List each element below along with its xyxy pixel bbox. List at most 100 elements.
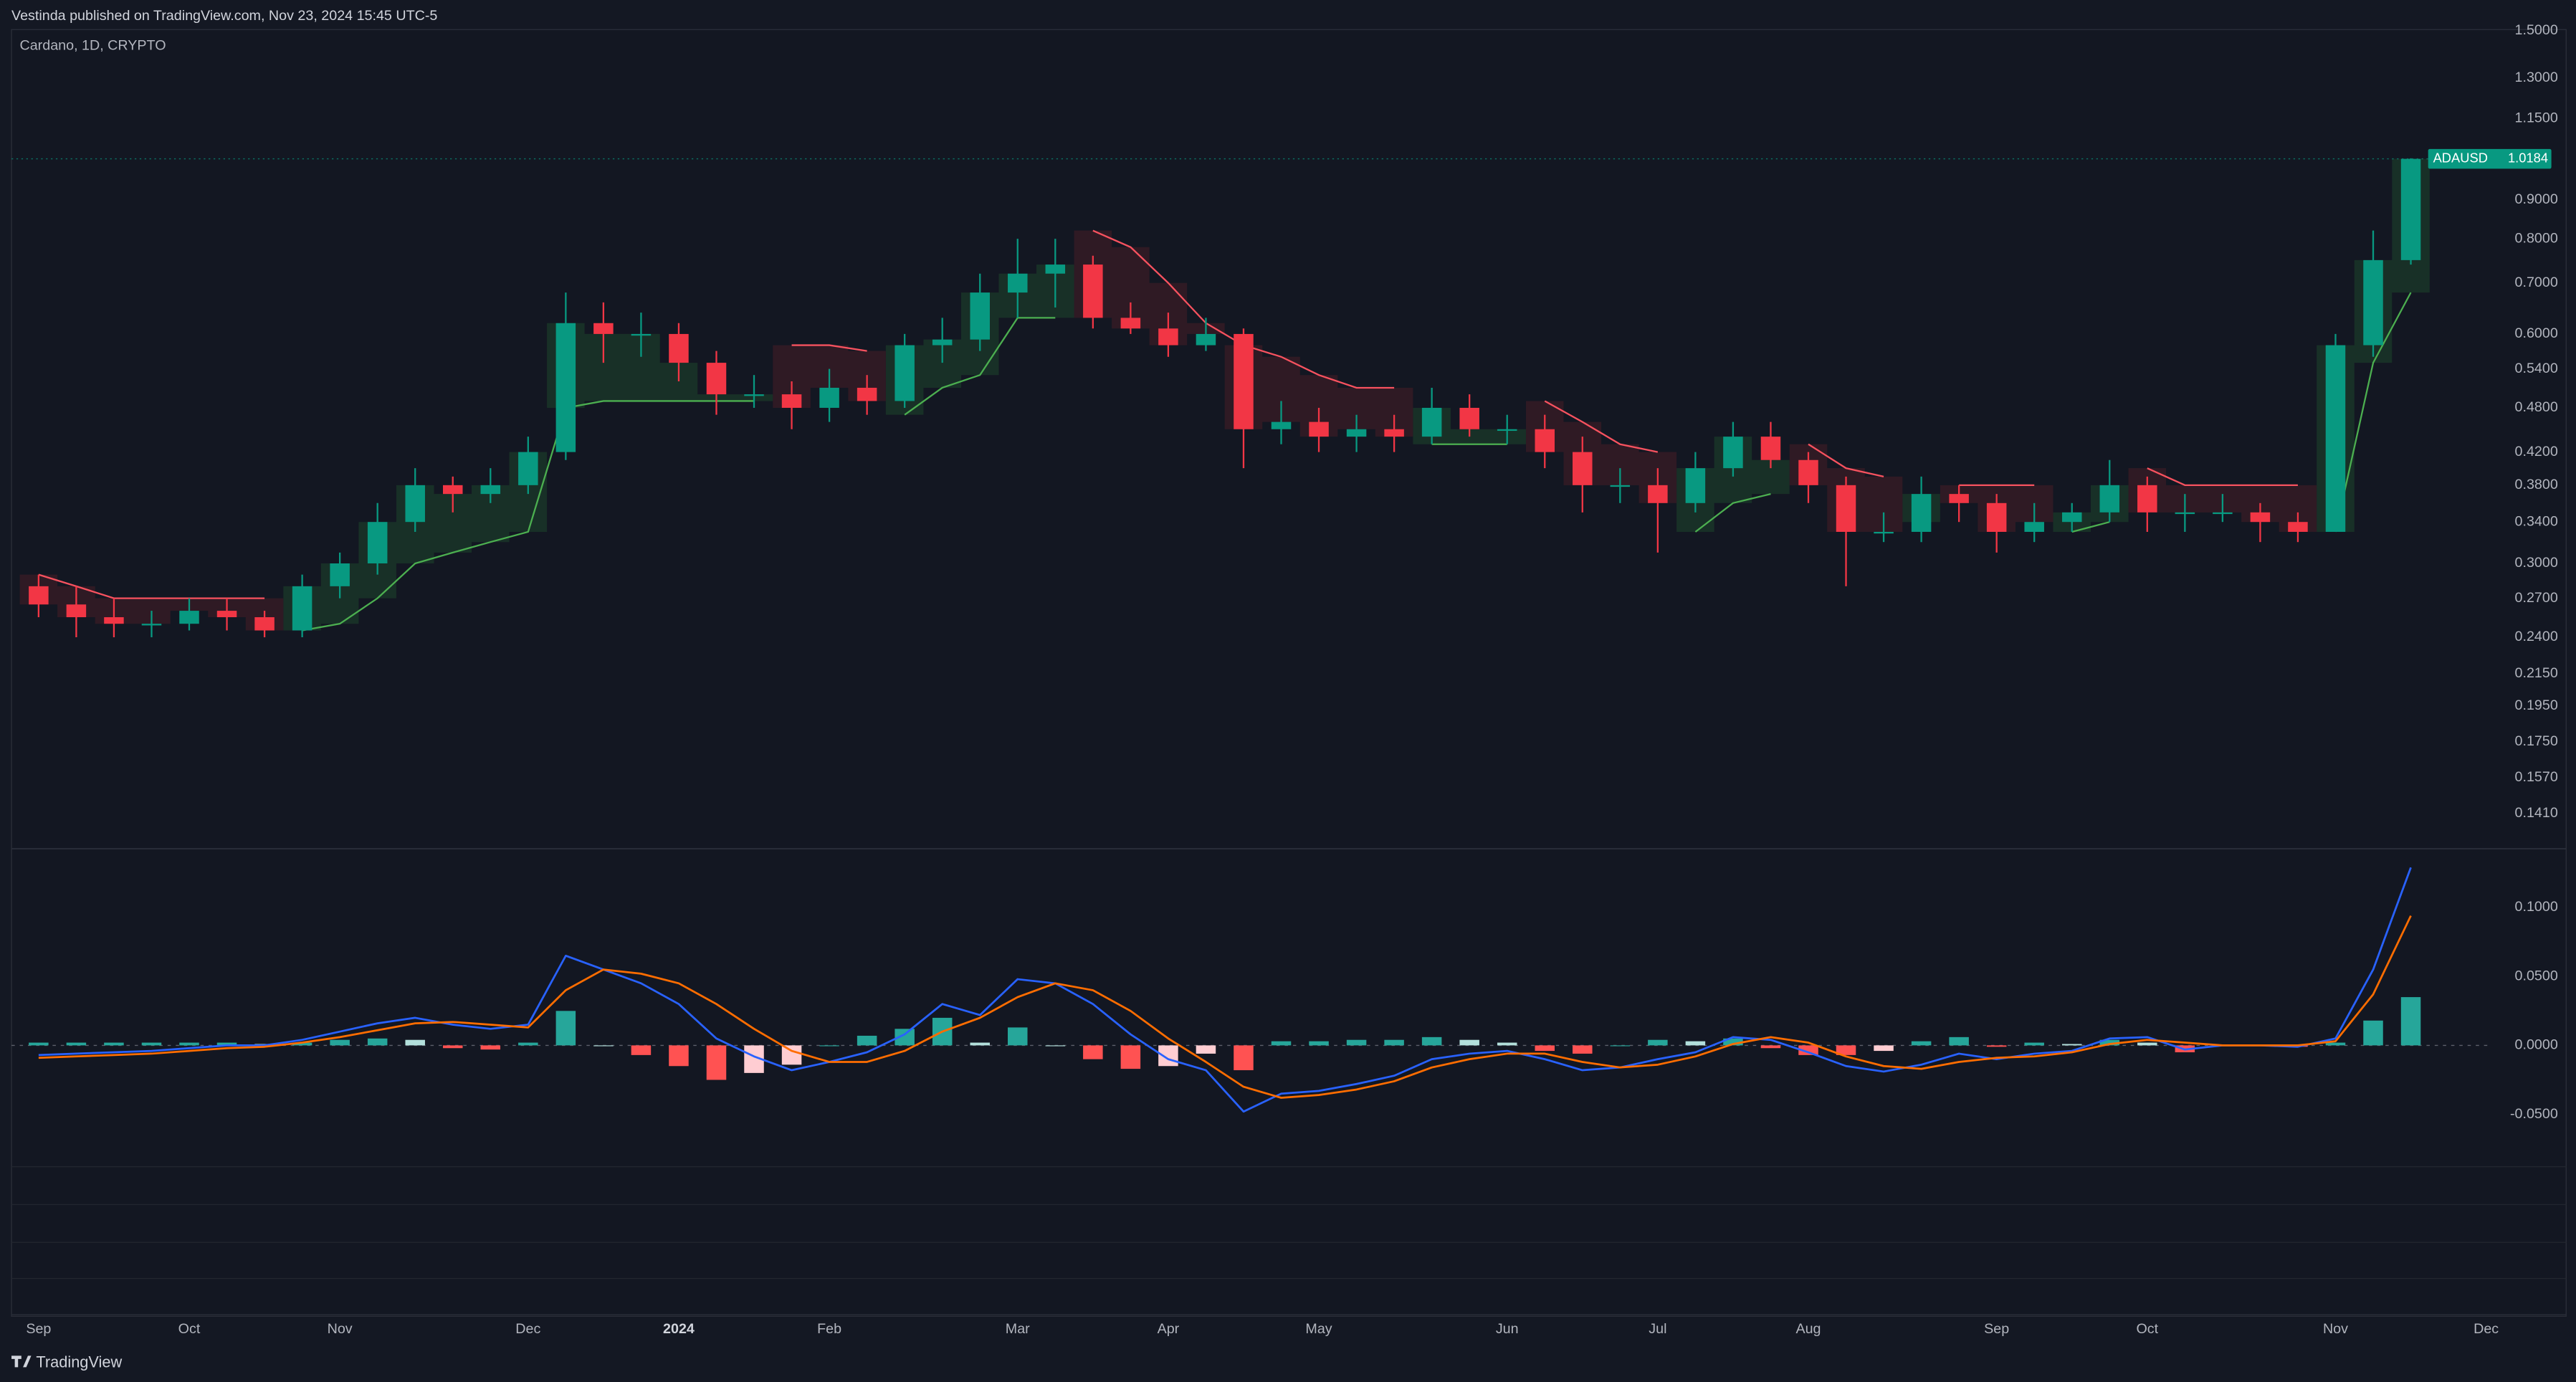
candle-body bbox=[1685, 468, 1706, 503]
y-tick-label: 0.8000 bbox=[2515, 230, 2558, 246]
y-tick-label: 0.3000 bbox=[2515, 555, 2558, 571]
histogram-bar bbox=[1836, 1045, 1856, 1055]
candle-body bbox=[104, 617, 124, 624]
histogram-bar bbox=[781, 1045, 802, 1065]
histogram-bar bbox=[480, 1045, 501, 1050]
candle-body bbox=[2288, 522, 2308, 532]
histogram-bar bbox=[367, 1038, 388, 1046]
candle-body bbox=[555, 323, 576, 452]
candle-body bbox=[1083, 265, 1103, 318]
candle-body bbox=[1836, 485, 1856, 532]
x-tick-label: Mar bbox=[1006, 1321, 1030, 1337]
histogram-bar bbox=[1271, 1041, 1292, 1046]
candle-body bbox=[66, 604, 87, 618]
histogram-bar bbox=[2363, 1020, 2383, 1046]
histogram-bar bbox=[895, 1029, 915, 1046]
candle-body bbox=[2175, 512, 2195, 515]
candle-body bbox=[1384, 429, 1404, 437]
histogram-bar bbox=[1911, 1041, 1932, 1046]
histogram-bar bbox=[1723, 1038, 1743, 1046]
x-tick-label: Oct bbox=[178, 1321, 201, 1337]
candle-body bbox=[367, 522, 388, 563]
candle-body bbox=[1798, 459, 1818, 485]
histogram-bar bbox=[1986, 1045, 2007, 1047]
candle-body bbox=[932, 339, 953, 346]
candle-body bbox=[1158, 328, 1178, 346]
histogram-bar bbox=[330, 1039, 350, 1046]
candle-body bbox=[2024, 522, 2044, 532]
candle-body bbox=[518, 452, 538, 485]
publisher-line: Vestinda published on TradingView.com, N… bbox=[11, 8, 437, 24]
candle-body bbox=[1459, 407, 1479, 429]
histogram-bar bbox=[29, 1042, 49, 1046]
histogram-bar bbox=[1196, 1045, 1216, 1054]
candle-body bbox=[706, 363, 727, 395]
histogram-bar bbox=[669, 1045, 689, 1067]
histogram-bar bbox=[819, 1045, 839, 1047]
supertrend-line bbox=[302, 292, 2412, 632]
x-tick-label: Jul bbox=[1649, 1321, 1666, 1337]
histogram-bar bbox=[442, 1045, 463, 1049]
candle-body bbox=[254, 617, 275, 631]
candle-body bbox=[2325, 345, 2346, 532]
y-tick-label: 0.2150 bbox=[2515, 665, 2558, 681]
candle-body bbox=[1309, 421, 1329, 437]
candle-body bbox=[1648, 485, 1668, 503]
candle-body bbox=[1421, 407, 1442, 437]
y-tick-label: 0.5400 bbox=[2515, 361, 2558, 376]
x-tick-label: Sep bbox=[26, 1321, 51, 1337]
candle-body bbox=[2061, 512, 2082, 523]
histogram-bar bbox=[631, 1045, 652, 1055]
x-tick-label: Oct bbox=[2136, 1321, 2158, 1337]
histogram-bar bbox=[1610, 1045, 1631, 1047]
y-tick-label: -0.0500 bbox=[2510, 1106, 2558, 1122]
candle-body bbox=[1497, 429, 1517, 432]
footer-logo: TradingView bbox=[11, 1353, 122, 1371]
logo-text: TradingView bbox=[36, 1353, 122, 1371]
y-tick-label: 0.1750 bbox=[2515, 733, 2558, 749]
trend-fill bbox=[1074, 230, 1413, 437]
histogram-bar bbox=[2024, 1042, 2044, 1046]
histogram-bar bbox=[179, 1042, 199, 1046]
candle-body bbox=[1120, 318, 1141, 329]
x-tick-label: Nov bbox=[328, 1321, 353, 1337]
histogram-bar bbox=[1008, 1027, 1028, 1046]
candle-body bbox=[2250, 512, 2271, 523]
histogram-bar bbox=[1798, 1045, 1818, 1055]
histogram-bar bbox=[518, 1042, 538, 1046]
x-tick-label: May bbox=[1305, 1321, 1332, 1337]
histogram-bar bbox=[2099, 1039, 2120, 1046]
histogram-bar bbox=[1685, 1041, 1706, 1046]
y-tick-label: 0.0000 bbox=[2515, 1037, 2558, 1053]
y-tick-label: 0.1570 bbox=[2515, 769, 2558, 785]
x-tick-label: Sep bbox=[1984, 1321, 2009, 1337]
candle-body bbox=[593, 323, 614, 334]
candle-body bbox=[1045, 265, 1066, 274]
histogram-bar bbox=[1874, 1045, 1894, 1052]
candle-body bbox=[819, 387, 839, 408]
histogram-bar bbox=[1346, 1039, 1367, 1046]
histogram-bar bbox=[1309, 1041, 1329, 1046]
x-tick-label: Feb bbox=[817, 1321, 841, 1337]
candle-body bbox=[2363, 259, 2383, 346]
y-tick-label: 0.2400 bbox=[2515, 629, 2558, 644]
x-tick-label: 2024 bbox=[663, 1321, 695, 1337]
x-tick-label: Aug bbox=[1795, 1321, 1821, 1337]
macd-line bbox=[38, 915, 2412, 1099]
candle-body bbox=[216, 611, 237, 618]
candle-body bbox=[895, 345, 915, 401]
histogram-bar bbox=[2325, 1042, 2346, 1046]
histogram-bar bbox=[1497, 1042, 1517, 1046]
candle-body bbox=[2400, 158, 2421, 260]
histogram-bar bbox=[857, 1035, 877, 1046]
histogram-bar bbox=[216, 1042, 237, 1046]
histogram-bar bbox=[66, 1042, 87, 1046]
candle-body bbox=[330, 563, 350, 586]
histogram-bar bbox=[141, 1042, 162, 1046]
histogram-bar bbox=[1234, 1045, 1254, 1071]
candle-body bbox=[292, 586, 313, 631]
histogram-bar bbox=[1535, 1045, 1555, 1052]
x-tick-label: Dec bbox=[2474, 1321, 2499, 1337]
price-label-value: 1.0184 bbox=[2508, 150, 2548, 165]
